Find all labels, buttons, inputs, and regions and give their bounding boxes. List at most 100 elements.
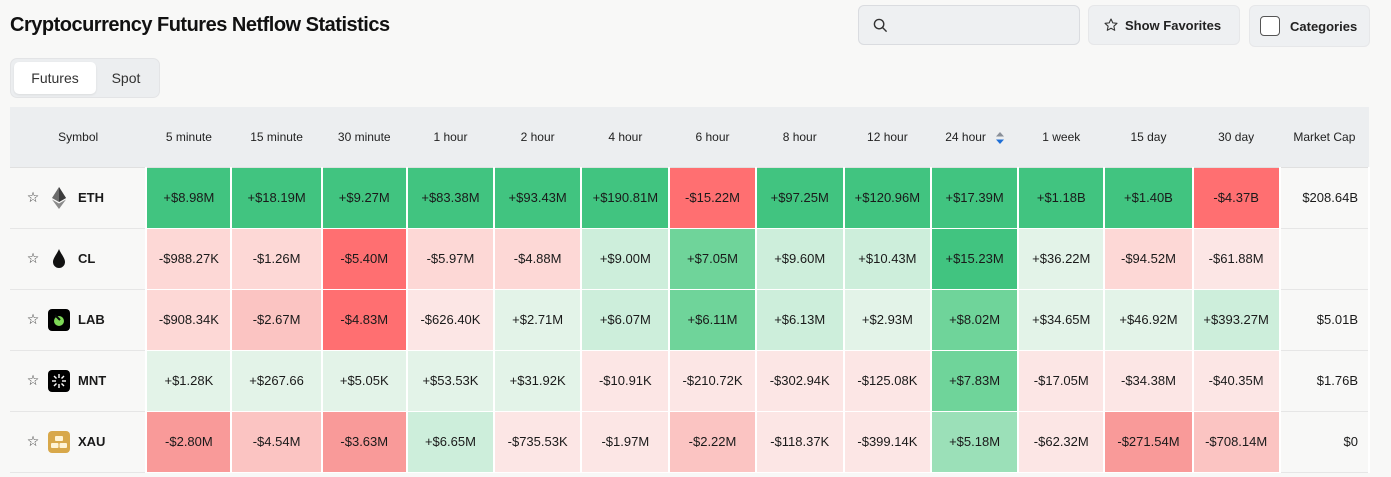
symbol-cell: ☆ LAB — [10, 289, 148, 351]
netflow-cell: +$93.43M — [494, 167, 583, 229]
market-type-tabs: Futures Spot — [10, 58, 160, 98]
table-row[interactable]: ☆ MNT +$1.28K +$267.66 +$5.05K +$53.53K … — [10, 350, 1371, 412]
col-header-30-minute[interactable]: 30 minute — [321, 107, 407, 168]
show-favorites-button[interactable]: Show Favorites — [1088, 5, 1240, 45]
market-cap-cell: $208.64B — [1279, 167, 1371, 229]
netflow-cell: +$2.93M — [843, 289, 932, 351]
col-header-2-hour[interactable]: 2 hour — [494, 107, 582, 168]
favorite-star-icon[interactable]: ☆ — [26, 311, 40, 327]
netflow-cell: -$302.94K — [755, 350, 845, 412]
netflow-cell: +$53.53K — [406, 350, 496, 412]
netflow-cell: -$1.26M — [231, 228, 323, 290]
sort-desc-icon[interactable] — [995, 131, 1004, 144]
netflow-cell: -$988.27K — [146, 228, 233, 290]
col-header-12-hour[interactable]: 12 hour — [843, 107, 931, 168]
netflow-cell: +$17.39M — [930, 167, 1020, 229]
netflow-cell: -$62.32M — [1018, 411, 1106, 473]
netflow-cell: -$5.97M — [406, 228, 496, 290]
market-cap-cell: $5.01B — [1279, 289, 1371, 351]
oil-drop-icon — [48, 248, 70, 270]
netflow-cell: -$5.40M — [321, 228, 408, 290]
favorite-star-icon[interactable]: ☆ — [26, 189, 40, 205]
netflow-cell: -$118.37K — [755, 411, 845, 473]
netflow-cell: +$1.28K — [146, 350, 233, 412]
netflow-cell: +$15.23M — [930, 228, 1020, 290]
netflow-cell: +$190.81M — [581, 167, 671, 229]
table-row[interactable]: ☆ ETH +$8.98M +$18.19M +$9.27M +$83.38M … — [10, 167, 1371, 229]
col-header-1-week[interactable]: 1 week — [1018, 107, 1105, 168]
netflow-cell: -$908.34K — [146, 289, 233, 351]
netflow-cell: -$1.97M — [581, 411, 671, 473]
netflow-cell: +$5.05K — [321, 350, 408, 412]
table-row[interactable]: ☆ LAB -$908.34K -$2.67M -$4.83M -$626.40… — [10, 289, 1371, 351]
netflow-cell: -$10.91K — [581, 350, 671, 412]
col-header-4-hour[interactable]: 4 hour — [581, 107, 670, 168]
netflow-cell: +$36.22M — [1018, 228, 1106, 290]
symbol-label: ETH — [78, 190, 104, 205]
netflow-cell: -$17.05M — [1018, 350, 1106, 412]
netflow-cell: +$10.43M — [843, 228, 932, 290]
favorite-star-icon[interactable]: ☆ — [26, 372, 40, 388]
tab-futures[interactable]: Futures — [14, 62, 96, 94]
col-header-symbol[interactable]: Symbol — [10, 107, 147, 168]
col-header-1-hour[interactable]: 1 hour — [406, 107, 495, 168]
netflow-cell: +$6.13M — [755, 289, 845, 351]
netflow-cell: -$125.08K — [843, 350, 932, 412]
col-header-5-minute[interactable]: 5 minute — [146, 107, 232, 168]
table-row[interactable]: ☆ CL -$988.27K -$1.26M -$5.40M -$5.97M -… — [10, 228, 1371, 290]
page-title: Cryptocurrency Futures Netflow Statistic… — [10, 14, 390, 36]
netflow-cell: +$6.07M — [581, 289, 671, 351]
categories-label: Categories — [1290, 18, 1358, 34]
col-header-6-hour[interactable]: 6 hour — [669, 107, 756, 168]
market-cap-cell: $1.76B — [1279, 350, 1371, 412]
gold-bars-icon — [48, 430, 70, 453]
netflow-cell: -$94.52M — [1104, 228, 1194, 290]
symbol-label: MNT — [78, 373, 107, 388]
netflow-cell: +$267.66 — [231, 350, 323, 412]
netflow-cell: -$2.80M — [146, 411, 233, 473]
col-header-15-day[interactable]: 15 day — [1104, 107, 1193, 168]
col-header-30-day[interactable]: 30 day — [1192, 107, 1280, 168]
netflow-cell: +$8.98M — [146, 167, 233, 229]
symbol-label: CL — [78, 251, 96, 266]
table-header-row: Symbol 5 minute 15 minute 30 minute 1 ho… — [10, 107, 1369, 168]
netflow-cell: +$1.18B — [1018, 167, 1106, 229]
mnt-icon — [48, 369, 70, 392]
favorite-star-icon[interactable]: ☆ — [26, 250, 40, 266]
market-cap-cell — [1279, 228, 1371, 290]
col-header-market-cap[interactable]: Market Cap — [1279, 107, 1369, 168]
search-input[interactable] — [899, 14, 1069, 38]
show-favorites-label: Show Favorites — [1125, 17, 1222, 33]
netflow-cell: +$6.65M — [406, 411, 496, 473]
search-box[interactable] — [858, 5, 1080, 45]
col-header-15-minute[interactable]: 15 minute — [231, 107, 322, 168]
table-row[interactable]: ☆ XAU -$2.80M -$4.54M -$3.63M +$6.65M -$… — [10, 411, 1371, 473]
netflow-cell: -$210.72K — [669, 350, 757, 412]
eth-icon — [48, 186, 70, 209]
symbol-cell: ☆ ETH — [10, 167, 148, 229]
netflow-cell: -$735.53K — [494, 411, 583, 473]
netflow-cell: +$120.96M — [843, 167, 932, 229]
netflow-cell: +$8.02M — [930, 289, 1020, 351]
market-cap-cell: $0 — [1279, 411, 1371, 473]
netflow-cell: -$40.35M — [1192, 350, 1281, 412]
netflow-cell: -$399.14K — [843, 411, 932, 473]
col-header-8-hour[interactable]: 8 hour — [755, 107, 844, 168]
symbol-label: XAU — [78, 434, 106, 449]
netflow-cell: -$4.54M — [231, 411, 323, 473]
categories-button[interactable]: Categories — [1249, 5, 1370, 47]
netflow-cell: +$7.83M — [930, 350, 1020, 412]
netflow-cell: -$4.88M — [494, 228, 583, 290]
netflow-cell: -$708.14M — [1192, 411, 1281, 473]
favorite-star-icon[interactable]: ☆ — [26, 433, 40, 449]
tab-spot[interactable]: Spot — [111, 70, 141, 86]
netflow-cell: -$626.40K — [406, 289, 496, 351]
categories-checkbox[interactable] — [1260, 16, 1280, 36]
netflow-cell: +$1.40B — [1104, 167, 1194, 229]
netflow-cell: +$7.05M — [669, 228, 757, 290]
netflow-cell: -$15.22M — [669, 167, 757, 229]
search-icon — [873, 18, 888, 33]
col-header-24-hour[interactable]: 24 hour — [930, 107, 1019, 168]
netflow-cell: +$393.27M — [1192, 289, 1281, 351]
netflow-cell: +$6.11M — [669, 289, 757, 351]
